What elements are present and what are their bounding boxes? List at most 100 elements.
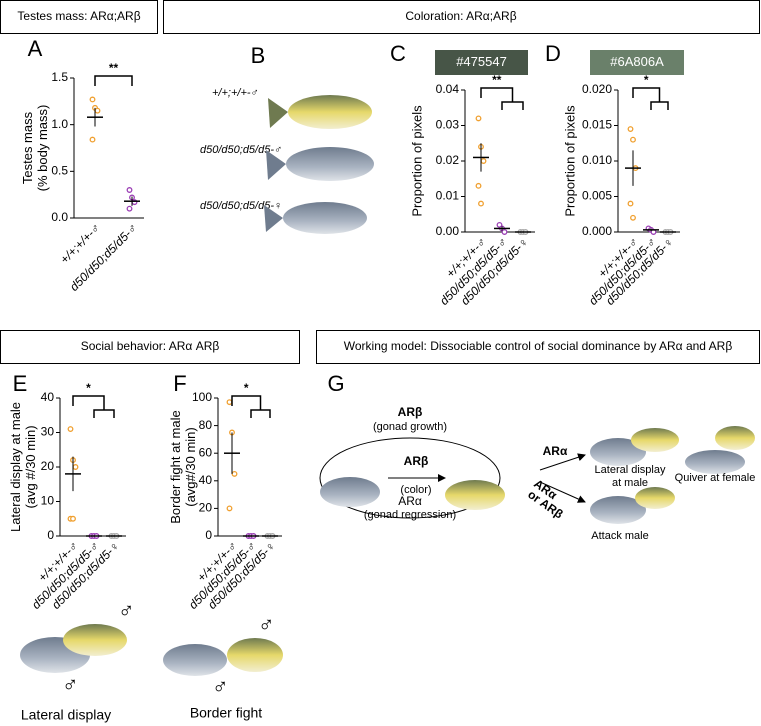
significance-bracket (231, 395, 271, 418)
data-point (70, 515, 76, 522)
panel-letter: A (28, 36, 43, 61)
y-tick-label: 0 (205, 528, 212, 542)
fish-illustration (320, 426, 755, 524)
genotype-label: d50/d50;d5/d5-♂ (200, 144, 282, 156)
significance-label: * (244, 381, 249, 395)
data-point (126, 205, 133, 212)
y-tick-label: 0.04 (436, 82, 460, 96)
data-point (480, 158, 487, 164)
data-point (627, 200, 634, 207)
y-tick-label: 0 (47, 528, 54, 542)
y-tick-label: 1.0 (51, 117, 68, 131)
outcome-label: Lateral display (595, 464, 666, 476)
panel-letter: G (327, 371, 344, 396)
section-title: Coloration: ARα;ARβ (405, 9, 516, 23)
y-tick-label: 0.0 (51, 210, 68, 224)
model-label: ARβ (404, 454, 429, 468)
data-point (630, 214, 636, 221)
panel-letter: F (173, 371, 186, 396)
y-axis-label: Proportion of pixels (562, 105, 577, 217)
data-point (231, 470, 238, 477)
sex-symbol: ♂ (258, 612, 275, 637)
color-label: #6A806A (610, 54, 664, 69)
y-tick-label: 1.5 (51, 70, 68, 84)
model-label: ARβ (398, 405, 423, 419)
y-tick-label: 40 (41, 390, 55, 404)
x-tick-label: d50/d50;d5/d5-♂ (67, 220, 140, 293)
y-axis-label: (avg#/30 min) (183, 427, 198, 506)
data-point (226, 399, 233, 406)
model-label: (gonad regression) (364, 509, 456, 521)
y-tick-label: 100 (192, 390, 212, 404)
y-tick-label: 0.00 (436, 224, 460, 238)
y-axis-label: Lateral display at male (8, 402, 23, 532)
significance-bracket (94, 75, 133, 86)
data-point (94, 107, 101, 114)
color-swatch (435, 50, 528, 75)
section-title: Working model: Dissociable control of so… (344, 339, 733, 353)
y-tick-label: 0.02 (436, 153, 460, 167)
y-tick-label: 0.005 (582, 189, 612, 203)
outcome-label: Attack male (591, 530, 648, 542)
y-axis-label: (% body mass) (35, 105, 50, 192)
arrow (539, 481, 586, 503)
section-box (163, 0, 760, 34)
data-point (226, 505, 233, 512)
data-point (478, 200, 484, 207)
y-tick-label: 0.01 (436, 189, 460, 203)
y-axis-label: Border fight at male (168, 410, 183, 523)
section-box (0, 330, 300, 364)
y-tick-label: 80 (199, 418, 213, 432)
y-tick-label: 0.000 (582, 224, 612, 238)
data-point (89, 136, 96, 143)
significance-bracket (480, 87, 524, 110)
y-tick-label: 10 (41, 494, 55, 508)
significance-label: * (644, 73, 649, 87)
section-box (316, 330, 760, 364)
data-point (67, 426, 74, 432)
panel-letter: C (390, 41, 406, 66)
sex-symbol: ♂ (62, 672, 79, 697)
genotype-label: +/+;+/+-♂ (212, 87, 259, 99)
data-point (630, 136, 636, 143)
significance-bracket (632, 87, 669, 110)
y-tick-label: 40 (199, 473, 213, 487)
data-point (475, 182, 482, 189)
y-tick-label: 0.5 (51, 164, 68, 178)
caption: Border fight (190, 705, 262, 721)
significance-label: ** (109, 61, 119, 75)
sex-symbol: ♂ (212, 674, 229, 699)
cycle (319, 437, 501, 519)
model-label: ARα (398, 494, 422, 508)
data-point (126, 187, 133, 193)
data-point (89, 96, 96, 103)
significance-label: ** (492, 73, 502, 87)
color-label: #475547 (456, 54, 507, 69)
arrow (539, 453, 586, 471)
y-tick-label: 0.010 (582, 153, 612, 167)
fish-illustration (20, 624, 283, 676)
fish-photo (264, 95, 374, 234)
model-label: ARα (543, 444, 568, 458)
outcome-label: at male (612, 477, 648, 489)
panel-letter: B (251, 43, 266, 68)
y-tick-label: 20 (41, 459, 55, 473)
y-axis-label: Testes mass (20, 111, 35, 184)
y-axis-label: Proportion of pixels (409, 105, 424, 217)
significance-label: * (86, 381, 91, 395)
data-point (475, 115, 482, 122)
section-title: Testes mass: ARα;ARβ (17, 9, 140, 23)
section-box (0, 0, 158, 34)
model-label: (color) (400, 484, 431, 496)
panel-letter: E (13, 371, 28, 396)
color-swatch (590, 50, 684, 75)
y-tick-label: 0.015 (582, 118, 612, 132)
y-tick-label: 60 (199, 445, 213, 459)
caption: Lateral display (21, 707, 111, 723)
y-tick-label: 20 (199, 501, 213, 515)
y-tick-label: 0.020 (582, 82, 612, 96)
data-point (627, 126, 634, 132)
model-label: (gonad growth) (373, 421, 447, 433)
section-title: Social behavior: ARα ARβ (81, 339, 220, 353)
